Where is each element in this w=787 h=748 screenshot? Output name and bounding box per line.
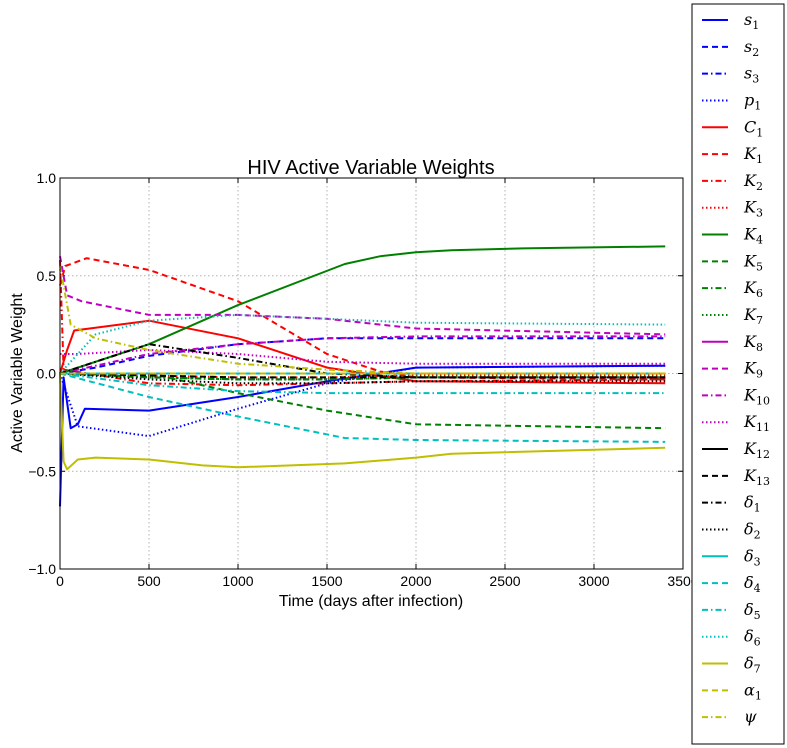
plot-frame — [59, 177, 684, 570]
legend-label-subscript: 5 — [754, 609, 761, 622]
axis-ticks: 0 500 1000 1500 2000 2500 3000 3500 1.0 0.5 0.0 −0.… — [28, 170, 698, 589]
legend-label-subscript: 2 — [752, 46, 759, 59]
x-tick-label: 2000 — [400, 573, 431, 589]
legend-label-subscript: 3 — [756, 207, 763, 220]
legend-label-subscript: 6 — [754, 636, 761, 649]
legend-label-subscript: 9 — [756, 368, 763, 381]
series-line-4-4 — [59, 372, 666, 443]
plot-series — [59, 245, 666, 507]
legend-label-subscript: 11 — [756, 421, 770, 434]
legend-label: ψ — [744, 707, 757, 726]
series-line-K4-4 — [59, 245, 666, 375]
series-line-6-6 — [59, 313, 666, 375]
legend-label-subscript: 7 — [756, 314, 763, 327]
legend-label-subscript: 4 — [756, 234, 763, 247]
y-tick-label: 0.0 — [37, 366, 57, 382]
legend-label-subscript: 4 — [754, 582, 761, 595]
y-tick-label: 1.0 — [37, 170, 57, 186]
series-line-K10-10 — [59, 335, 666, 375]
legend-label-subscript: 2 — [754, 528, 761, 541]
series-line-K9-9 — [59, 256, 666, 336]
series-line-C1-1 — [59, 319, 666, 385]
series-line-7-7 — [59, 373, 666, 471]
legend-label-subscript: 6 — [756, 287, 763, 300]
legend-box — [691, 3, 785, 745]
legend-label-subscript: 13 — [756, 475, 770, 488]
chart-title: HIV Active Variable Weights — [247, 157, 494, 179]
legend-label-subscript: 3 — [752, 73, 759, 86]
x-tick-label: 500 — [137, 573, 161, 589]
legend: s1s2s3p1C1K1K2K3K4K5K6K7K8K9K10K11K12K13… — [691, 3, 785, 745]
legend-label-subscript: 10 — [756, 394, 770, 407]
legend-label-subscript: 3 — [754, 555, 761, 568]
legend-label-subscript: 7 — [754, 663, 761, 676]
legend-label-subscript: 8 — [756, 341, 763, 354]
legend-label-subscript: 1 — [752, 19, 759, 32]
legend-label-subscript: 1 — [754, 502, 761, 515]
legend-label-subscript: 5 — [756, 260, 763, 273]
x-tick-label: 3000 — [578, 573, 609, 589]
y-tick-label: −1.0 — [28, 561, 56, 577]
x-axis-label: Time (days after infection) — [279, 593, 463, 610]
x-tick-label: 0 — [56, 573, 64, 589]
y-tick-label: 0.5 — [37, 268, 57, 284]
x-tick-label: 2500 — [489, 573, 520, 589]
series-line-- — [59, 265, 666, 375]
legend-label-subscript: 1 — [756, 153, 763, 166]
y-axis-label: Active Variable Weight — [9, 293, 26, 453]
grid-lines — [60, 178, 683, 569]
x-tick-label: 3500 — [667, 573, 698, 589]
series-line-K11-11 — [60, 349, 666, 365]
legend-label-subscript: 2 — [756, 180, 763, 193]
x-tick-label: 1500 — [311, 573, 342, 589]
series-line-p1-1 — [59, 364, 666, 438]
y-tick-label: −0.5 — [28, 463, 56, 479]
legend-label-subscript: 1 — [755, 689, 762, 702]
legend-label-subscript: 1 — [756, 126, 763, 139]
series-line-K13-13 — [59, 372, 666, 379]
x-tick-label: 1000 — [222, 573, 253, 589]
legend-label: K11 — [743, 412, 770, 434]
legend-label-subscript: 1 — [754, 99, 761, 112]
legend-label-subscript: 12 — [756, 448, 770, 461]
